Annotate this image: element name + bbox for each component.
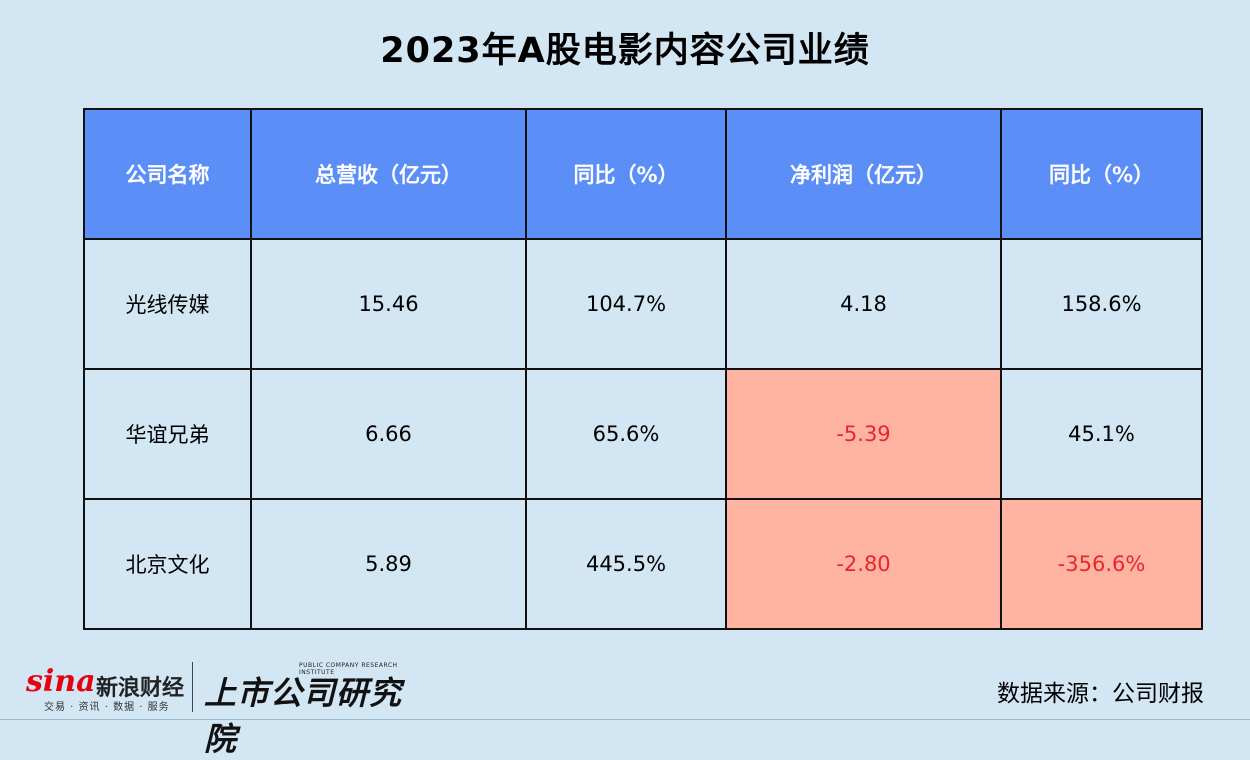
sina-finance-name: 新浪财经	[96, 676, 185, 701]
cell-company: 华谊兄弟	[83, 368, 252, 500]
cell-company: 北京文化	[83, 498, 252, 630]
table-row: 光线传媒 15.46 104.7% 4.18 158.6%	[83, 238, 1203, 370]
institute-english-name: PUBLIC COMPANY RESEARCH INSTITUTE	[299, 662, 398, 676]
sina-tagline: 交易 · 资讯 · 数据 · 服务	[44, 702, 170, 713]
cell-net-profit-negative: -2.80	[725, 498, 1002, 630]
cell-revenue-yoy: 65.6%	[525, 368, 727, 500]
cell-revenue: 6.66	[250, 368, 527, 500]
header-company: 公司名称	[83, 108, 252, 240]
cell-revenue-yoy: 104.7%	[525, 238, 727, 370]
cell-net-profit-negative: -5.39	[725, 368, 1002, 500]
performance-table: 公司名称 总营收（亿元） 同比（%） 净利润（亿元） 同比（%） 光线传媒 15…	[83, 108, 1203, 630]
cell-revenue: 5.89	[250, 498, 527, 630]
table-row: 北京文化 5.89 445.5% -2.80 -356.6%	[83, 498, 1203, 630]
header-net-profit: 净利润（亿元）	[725, 108, 1002, 240]
footer-divider	[0, 719, 1250, 720]
table-header-row: 公司名称 总营收（亿元） 同比（%） 净利润（亿元） 同比（%）	[83, 108, 1203, 240]
data-source: 数据来源：公司财报	[997, 681, 1204, 707]
header-revenue: 总营收（亿元）	[250, 108, 527, 240]
sina-wordmark: sina	[26, 664, 96, 699]
chart-title: 2023年A股电影内容公司业绩	[380, 31, 870, 71]
cell-company: 光线传媒	[83, 238, 252, 370]
cell-profit-yoy: 158.6%	[1000, 238, 1203, 370]
sina-finance-logo: sina 新浪财经 交易 · 资讯 · 数据 · 服务	[26, 660, 196, 713]
table-row: 华谊兄弟 6.66 65.6% -5.39 45.1%	[83, 368, 1203, 500]
cell-profit-yoy-negative: -356.6%	[1000, 498, 1203, 630]
header-profit-yoy: 同比（%）	[1000, 108, 1203, 240]
cell-profit-yoy: 45.1%	[1000, 368, 1203, 500]
cell-revenue: 15.46	[250, 238, 527, 370]
institute-chinese-name: 上市公司研究院	[204, 674, 403, 758]
logo-divider	[192, 662, 193, 712]
cell-net-profit: 4.18	[725, 238, 1002, 370]
header-revenue-yoy: 同比（%）	[525, 108, 727, 240]
research-institute-logo: PUBLIC COMPANY RESEARCH INSTITUTE 上市公司研究…	[204, 660, 434, 758]
cell-revenue-yoy: 445.5%	[525, 498, 727, 630]
